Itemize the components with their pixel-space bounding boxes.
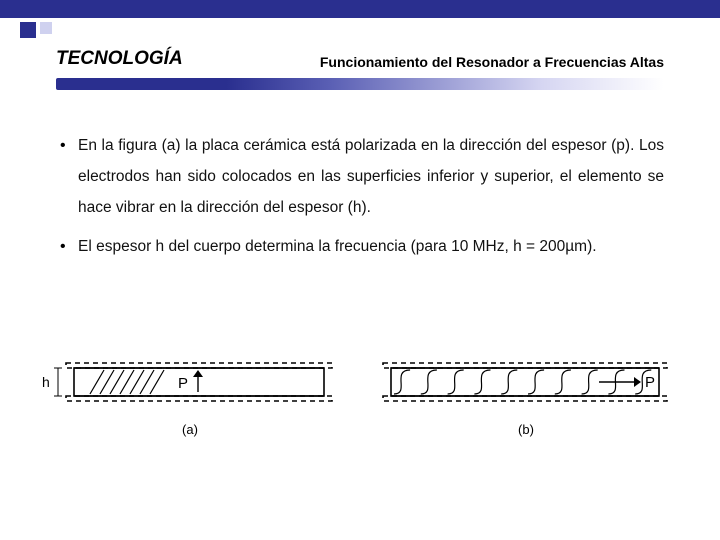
- figures-row: hP (a) P (b): [40, 356, 680, 437]
- figure-a: hP (a): [40, 356, 340, 437]
- page-title: TECNOLOGÍA: [56, 48, 183, 70]
- content-region: En la figura (a) la placa cerámica está …: [56, 130, 664, 270]
- corner-square-dark: [20, 22, 36, 38]
- figure-b-caption: (b): [518, 422, 534, 437]
- bullet-item: El espesor h del cuerpo determina la fre…: [56, 231, 664, 262]
- svg-text:h: h: [42, 374, 50, 390]
- bullet-list: En la figura (a) la placa cerámica está …: [56, 130, 664, 262]
- figure-a-svg: hP: [40, 356, 340, 410]
- slide-header: TECNOLOGÍA Funcionamiento del Resonador …: [0, 48, 720, 90]
- header-gradient-bar: [56, 78, 664, 90]
- svg-text:P: P: [178, 375, 188, 392]
- figure-b-svg: P: [381, 356, 671, 410]
- bullet-item: En la figura (a) la placa cerámica está …: [56, 130, 664, 223]
- corner-square-light: [40, 22, 52, 34]
- top-accent-bar: [0, 0, 720, 18]
- figure-b: P (b): [376, 356, 676, 437]
- page-subtitle: Funcionamiento del Resonador a Frecuenci…: [320, 54, 664, 70]
- figure-a-caption: (a): [182, 422, 198, 437]
- svg-text:P: P: [645, 374, 655, 391]
